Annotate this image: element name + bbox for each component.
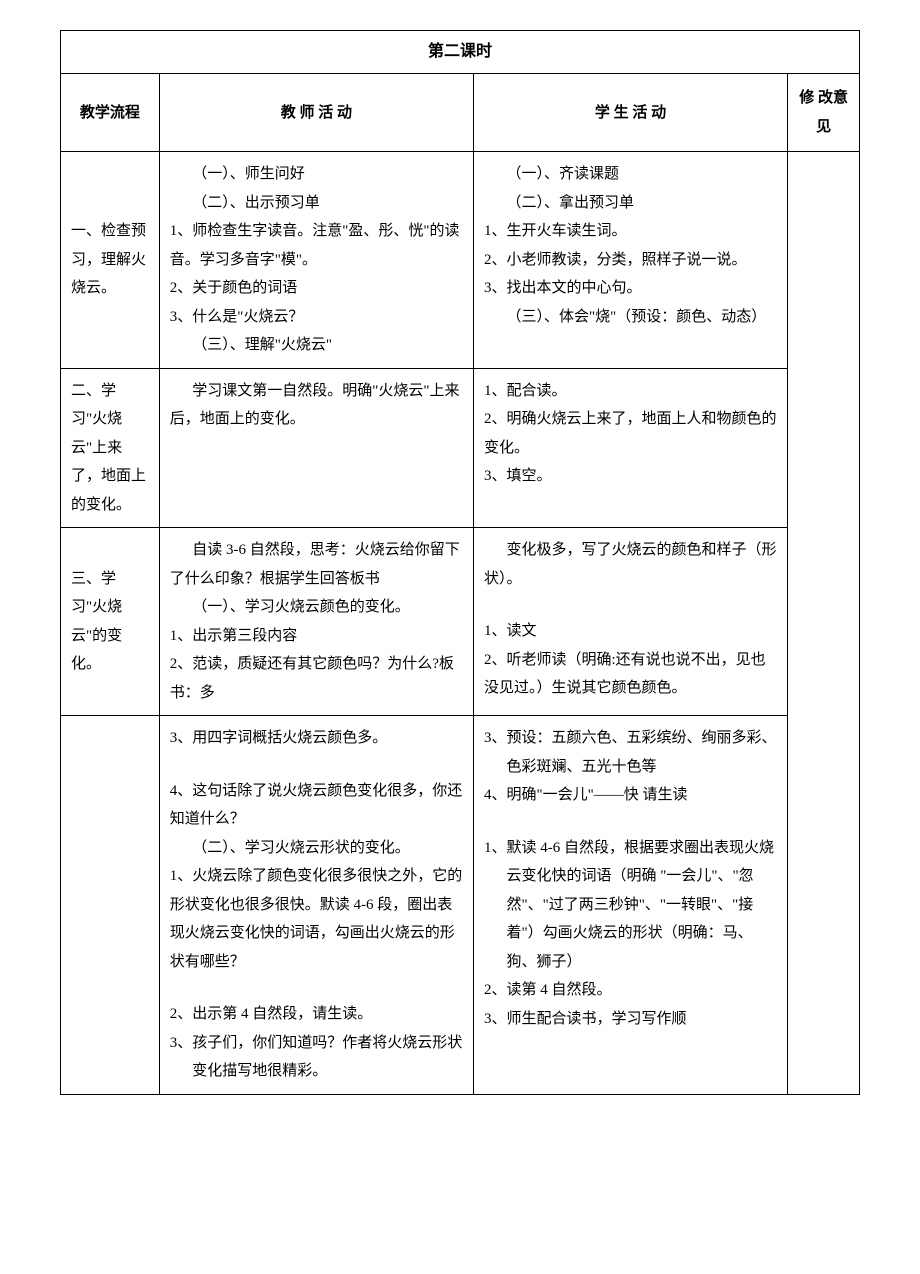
- r3-s-l3: 2、听老师读（明确:还有说也说不出，见也没见过。）生说其它颜色颜色。: [484, 646, 777, 703]
- r1-s-l1: （一）、齐读课题: [484, 160, 777, 189]
- row-4: 3、用四字词概括火烧云颜色多。 4、这句话除了说火烧云颜色变化很多，你还知道什么…: [61, 716, 860, 1095]
- lesson-plan-table: 第二课时 教学流程 教 师 活 动 学 生 活 动 修 改意 见 一、检查预习，…: [60, 30, 860, 1095]
- r4-t-gap1: [170, 753, 463, 777]
- r2-t-l1: 学习课文第一自然段。明确"火烧云"上来后，地面上的变化。: [170, 377, 463, 434]
- title-row: 第二课时: [61, 31, 860, 74]
- r4-t-gap2: [170, 976, 463, 1000]
- modify-cell: [788, 152, 860, 1095]
- flow-2: 二、学习"火烧云"上来了，地面上的变化。: [61, 368, 160, 528]
- r1-t-l2: （二）、出示预习单: [170, 189, 463, 218]
- student-2: 1、配合读。 2、明确火烧云上来了，地面上人和物颜色的变化。 3、填空。: [473, 368, 787, 528]
- r1-t-l6: （三）、理解"火烧云": [170, 331, 463, 360]
- r3-s-gap: [484, 593, 777, 617]
- flow-4: [61, 716, 160, 1095]
- r2-s-l3: 3、填空。: [484, 462, 777, 491]
- r2-s-l2: 2、明确火烧云上来了，地面上人和物颜色的变化。: [484, 405, 777, 462]
- r4-t-l3: （二）、学习火烧云形状的变化。: [170, 834, 463, 863]
- r4-t-l2: 4、这句话除了说火烧云颜色变化很多，你还知道什么？: [170, 777, 463, 834]
- r4-t-l5: 2、出示第 4 自然段，请生读。: [170, 1000, 463, 1029]
- r4-s-l2: 4、明确"一会儿"——快 请生读: [484, 781, 777, 810]
- r1-t-l5: 3、什么是"火烧云？: [170, 303, 463, 332]
- r1-s-l4: 2、小老师教读，分类，照样子说一说。: [484, 246, 777, 275]
- header-teacher: 教 师 活 动: [159, 74, 473, 152]
- row-1: 一、检查预习，理解火烧云。 （一）、师生问好 （二）、出示预习单 1、师检查生字…: [61, 152, 860, 369]
- header-modify: 修 改意 见: [788, 74, 860, 152]
- header-row: 教学流程 教 师 活 动 学 生 活 动 修 改意 见: [61, 74, 860, 152]
- student-1: （一）、齐读课题 （二）、拿出预习单 1、生开火车读生词。 2、小老师教读，分类…: [473, 152, 787, 369]
- teacher-3: 自读 3-6 自然段，思考：火烧云给你留下了什么印象？根据学生回答板书 （一）、…: [159, 528, 473, 716]
- r4-s-l3: 1、默读 4-6 自然段，根据要求圈出表现火烧云变化快的词语（明确 "一会儿"、…: [484, 834, 777, 977]
- r4-s-gap: [484, 810, 777, 834]
- r3-t-l2: （一）、学习火烧云颜色的变化。: [170, 593, 463, 622]
- student-3: 变化极多，写了火烧云的颜色和样子（形状）。 1、读文 2、听老师读（明确:还有说…: [473, 528, 787, 716]
- row-2: 二、学习"火烧云"上来了，地面上的变化。 学习课文第一自然段。明确"火烧云"上来…: [61, 368, 860, 528]
- r1-s-l3: 1、生开火车读生词。: [484, 217, 777, 246]
- r1-t-l1: （一）、师生问好: [170, 160, 463, 189]
- r1-t-l3: 1、师检查生字读音。注意"盈、彤、恍"的读音。学习多音字"模"。: [170, 217, 463, 274]
- flow-1: 一、检查预习，理解火烧云。: [61, 152, 160, 369]
- teacher-1: （一）、师生问好 （二）、出示预习单 1、师检查生字读音。注意"盈、彤、恍"的读…: [159, 152, 473, 369]
- r3-s-l2: 1、读文: [484, 617, 777, 646]
- r1-t-l4: 2、关于颜色的词语: [170, 274, 463, 303]
- r3-s-l1: 变化极多，写了火烧云的颜色和样子（形状）。: [484, 536, 777, 593]
- r4-s-l1: 3、预设：五颜六色、五彩缤纷、绚丽多彩、色彩斑斓、五光十色等: [484, 724, 777, 781]
- title-cell: 第二课时: [61, 31, 860, 74]
- r4-s-l4: 2、读第 4 自然段。: [484, 976, 777, 1005]
- header-student: 学 生 活 动: [473, 74, 787, 152]
- r1-s-l6: （三）、体会"烧"（预设：颜色、动态）: [484, 303, 777, 332]
- row-3: 三、学习"火烧云"的变化。 自读 3-6 自然段，思考：火烧云给你留下了什么印象…: [61, 528, 860, 716]
- r4-s-l5: 3、师生配合读书，学习写作顺: [484, 1005, 777, 1034]
- r1-s-l5: 3、找出本文的中心句。: [484, 274, 777, 303]
- flow-3: 三、学习"火烧云"的变化。: [61, 528, 160, 716]
- r4-t-l4: 1、火烧云除了颜色变化很多很快之外，它的形状变化也很多很快。默读 4-6 段，圈…: [170, 862, 463, 976]
- r3-t-l3: 1、出示第三段内容: [170, 622, 463, 651]
- r3-t-l4: 2、范读，质疑还有其它颜色吗？为什么?板书：多: [170, 650, 463, 707]
- r2-s-l1: 1、配合读。: [484, 377, 777, 406]
- teacher-2: 学习课文第一自然段。明确"火烧云"上来后，地面上的变化。: [159, 368, 473, 528]
- r4-t-l1: 3、用四字词概括火烧云颜色多。: [170, 724, 463, 753]
- r4-t-l6: 3、孩子们，你们知道吗？作者将火烧云形状变化描写地很精彩。: [170, 1029, 463, 1086]
- r1-s-l2: （二）、拿出预习单: [484, 189, 777, 218]
- r3-t-l1: 自读 3-6 自然段，思考：火烧云给你留下了什么印象？根据学生回答板书: [170, 536, 463, 593]
- teacher-4: 3、用四字词概括火烧云颜色多。 4、这句话除了说火烧云颜色变化很多，你还知道什么…: [159, 716, 473, 1095]
- header-flow: 教学流程: [61, 74, 160, 152]
- student-4: 3、预设：五颜六色、五彩缤纷、绚丽多彩、色彩斑斓、五光十色等 4、明确"一会儿"…: [473, 716, 787, 1095]
